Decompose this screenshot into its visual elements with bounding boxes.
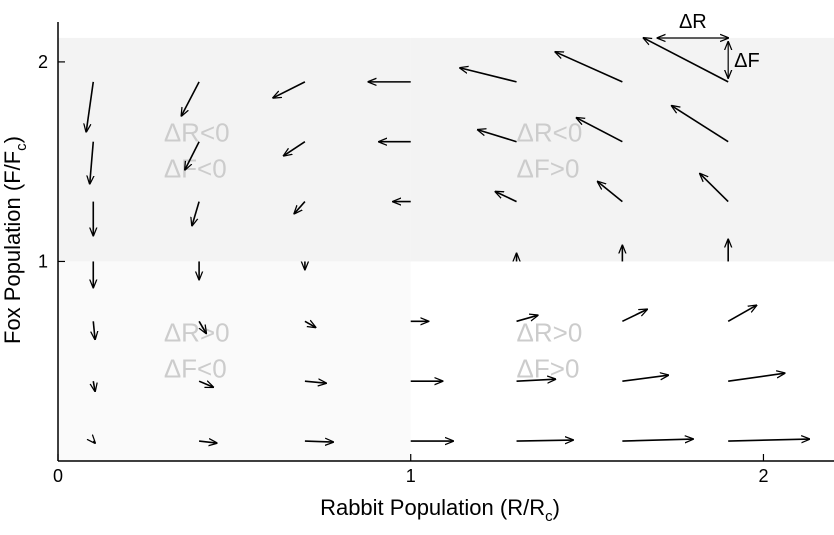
field-arrow bbox=[598, 182, 623, 203]
x-tick-label: 1 bbox=[406, 466, 416, 486]
field-arrow bbox=[304, 441, 333, 442]
field-arrow bbox=[478, 130, 517, 143]
field-arrow bbox=[198, 320, 206, 333]
region-label-3: ΔR>0 ΔF<0 bbox=[164, 317, 230, 383]
y-tick-label: 2 bbox=[38, 52, 48, 72]
field-arrow bbox=[273, 81, 306, 98]
field-arrow bbox=[93, 321, 95, 339]
field-arrow bbox=[198, 381, 213, 387]
field-arrow bbox=[192, 201, 200, 226]
axes: 0 1 2 1 2 bbox=[38, 22, 834, 486]
y-axis-label: Fox Population (F/Fc) bbox=[0, 136, 30, 344]
y-tick-label: 1 bbox=[38, 251, 48, 271]
field-arrow bbox=[577, 118, 623, 143]
region-label-1: ΔR<0 ΔF<0 bbox=[164, 118, 230, 184]
field-arrow bbox=[284, 141, 306, 156]
field-arrow bbox=[181, 81, 200, 116]
field-arrow bbox=[304, 381, 326, 383]
field-arrow bbox=[622, 439, 693, 441]
arrow-field bbox=[86, 52, 809, 443]
field-arrow bbox=[555, 52, 623, 83]
region-label-4: ΔR>0 ΔF>0 bbox=[517, 317, 583, 383]
region-label-2: ΔR<0 ΔF>0 bbox=[517, 118, 583, 184]
x-tick-label: 0 bbox=[53, 466, 63, 486]
field-arrow bbox=[93, 441, 95, 443]
legend-dr-label: ΔR bbox=[679, 11, 707, 33]
field-arrow bbox=[516, 315, 538, 323]
field-arrow bbox=[728, 373, 784, 382]
legend-df-label: ΔF bbox=[734, 50, 760, 72]
field-arrow bbox=[294, 201, 306, 214]
field-arrow bbox=[672, 106, 729, 143]
field-arrow bbox=[622, 375, 668, 382]
field-arrow bbox=[90, 141, 94, 184]
field-arrow bbox=[516, 440, 573, 441]
field-arrow bbox=[700, 174, 729, 203]
field-arrow bbox=[728, 439, 809, 441]
field-arrow bbox=[304, 321, 316, 327]
arrow-legend: ΔR ΔF bbox=[644, 11, 760, 83]
field-arrow bbox=[516, 379, 556, 381]
x-tick-label: 2 bbox=[758, 466, 768, 486]
field-arrow bbox=[93, 381, 95, 391]
field-arrow bbox=[495, 192, 517, 203]
shaded-regions bbox=[58, 37, 834, 461]
x-axis-label: Rabbit Population (R/Rc) bbox=[320, 495, 560, 525]
shaded-region-1 bbox=[58, 37, 411, 262]
shaded-region-3 bbox=[58, 261, 411, 461]
field-arrow bbox=[727, 305, 756, 323]
region-labels: ΔR<0 ΔF<0 ΔR<0 ΔF>0 ΔR>0 ΔF<0 ΔR>0 ΔF>0 bbox=[164, 118, 583, 384]
legend-arrow bbox=[644, 38, 729, 83]
field-arrow bbox=[460, 68, 517, 83]
field-arrow bbox=[199, 441, 217, 443]
field-arrow bbox=[622, 309, 647, 323]
field-arrow bbox=[86, 81, 95, 132]
field-arrow bbox=[185, 141, 200, 170]
shaded-region-2 bbox=[410, 37, 834, 262]
